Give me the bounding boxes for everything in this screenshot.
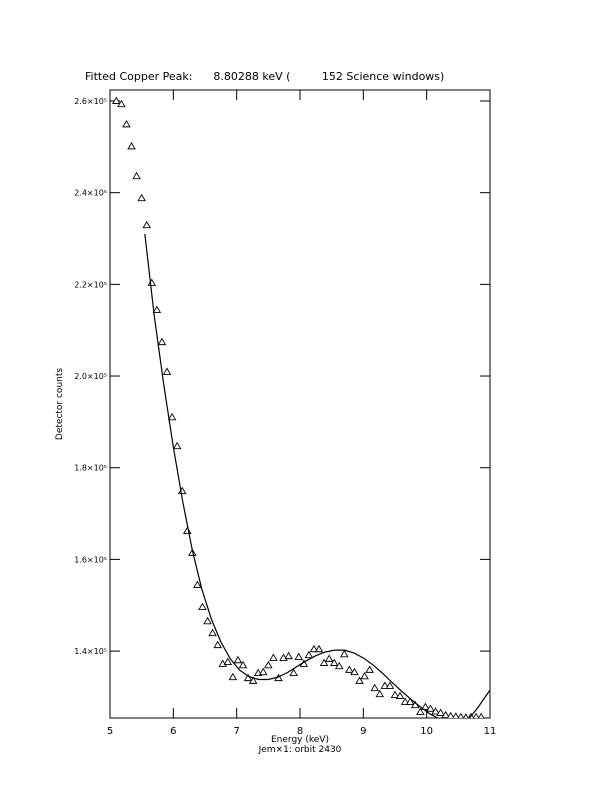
data-point	[167, 412, 177, 421]
data-point	[127, 141, 136, 150]
data-point	[233, 655, 243, 664]
data-point	[152, 305, 162, 313]
data-point	[117, 99, 126, 108]
data-point	[172, 441, 182, 450]
data-point	[478, 712, 485, 718]
data-point	[193, 580, 202, 589]
data-point	[284, 651, 293, 660]
y-axis-label: Detector counts	[55, 368, 65, 440]
plot-area	[112, 96, 490, 718]
y-tick-label: 1.8×10⁵	[74, 464, 107, 473]
data-point	[147, 278, 157, 286]
data-point	[447, 711, 455, 718]
data-point	[203, 616, 212, 625]
data-point	[426, 704, 435, 712]
data-point	[289, 668, 298, 677]
data-point	[380, 681, 390, 689]
data-point	[162, 367, 172, 375]
data-point	[198, 602, 207, 611]
data-point	[400, 697, 410, 705]
data-point	[223, 657, 233, 666]
data-point	[213, 640, 222, 649]
x-tick-label: 11	[484, 726, 497, 737]
data-point	[452, 712, 460, 718]
data-point	[405, 697, 415, 705]
data-point	[314, 644, 324, 653]
data-point	[157, 337, 167, 346]
x-tick-label: 7	[233, 726, 239, 737]
x-tick-label: 8	[297, 726, 303, 737]
data-point	[208, 628, 217, 637]
data-point	[142, 220, 152, 229]
data-point	[258, 667, 268, 676]
data-point	[122, 119, 131, 128]
data-point	[238, 660, 248, 669]
data-point	[385, 681, 395, 689]
data-point	[340, 649, 349, 658]
x-tick-label: 10	[420, 726, 433, 737]
data-point	[319, 658, 329, 666]
x-axis-label: Energy (keV)	[271, 735, 329, 745]
data-point	[436, 708, 445, 716]
data-point	[329, 658, 339, 666]
chart-title: Fitted Copper Peak: 8.80288 keV ( 152 Sc…	[85, 70, 444, 83]
data-point	[264, 660, 273, 669]
data-point	[370, 683, 380, 692]
data-point	[421, 702, 430, 710]
data-point	[350, 667, 359, 676]
data-point	[395, 691, 405, 699]
y-tick-label: 2.6×10⁵	[74, 97, 107, 106]
data-point	[269, 653, 278, 661]
data-point	[304, 650, 314, 659]
x-tick-label: 6	[170, 726, 176, 737]
subtitle: Jem×1: orbit 2430	[258, 745, 342, 755]
data-point	[457, 712, 464, 718]
data-point	[360, 671, 369, 680]
y-tick-label: 1.6×10⁵	[74, 555, 107, 564]
data-point	[390, 690, 400, 699]
x-tick-label: 5	[107, 726, 113, 737]
data-point	[137, 193, 146, 202]
y-tick-label: 2.4×10⁵	[74, 189, 107, 198]
data-point	[334, 661, 344, 670]
data-point	[472, 712, 480, 718]
data-point	[365, 665, 374, 673]
y-tick-label: 1.4×10⁵	[74, 647, 107, 656]
y-tick-label: 2.0×10⁵	[74, 372, 107, 381]
data-point	[132, 171, 141, 180]
data-point	[248, 676, 258, 684]
data-point	[112, 96, 121, 104]
data-point	[324, 654, 334, 662]
data-point	[355, 676, 364, 684]
data-point	[375, 689, 385, 698]
y-tick-label: 2.2×10⁵	[74, 280, 107, 289]
data-point	[243, 673, 253, 682]
data-point	[431, 707, 440, 715]
data-point	[294, 652, 304, 660]
x-tick-label: 9	[360, 726, 366, 737]
data-point	[228, 672, 238, 681]
fit-line	[144, 233, 490, 718]
data-point	[416, 707, 425, 715]
data-point	[309, 644, 319, 653]
data-point	[182, 526, 192, 534]
data-point	[177, 486, 187, 495]
data-point	[441, 710, 450, 718]
data-point	[345, 665, 354, 673]
data-point	[463, 713, 469, 718]
